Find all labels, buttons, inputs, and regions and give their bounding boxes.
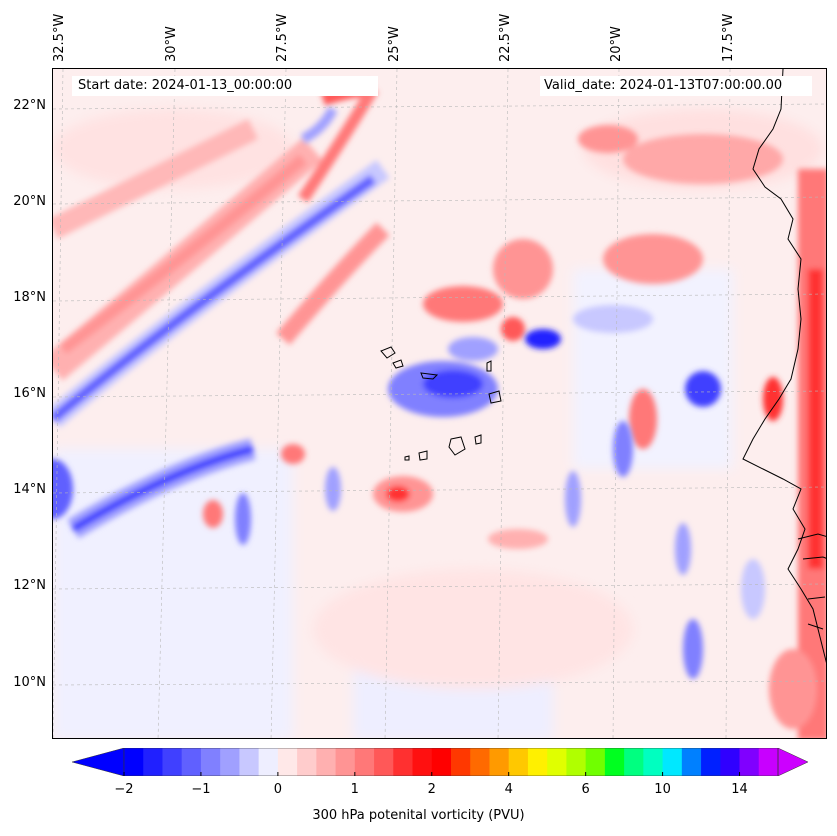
longitude-label: 27.5°W bbox=[275, 13, 290, 62]
colorbar-tick-label: 0 bbox=[273, 782, 283, 797]
latitude-label: 12°N bbox=[13, 578, 46, 593]
colorbar-tick-label: 14 bbox=[731, 782, 748, 797]
colorbar-segment bbox=[681, 748, 702, 776]
longitude-label: 30°W bbox=[164, 26, 179, 62]
longitude-label: 32.5°W bbox=[52, 13, 67, 62]
colorbar-segment bbox=[239, 748, 260, 776]
colorbar-segment bbox=[258, 748, 279, 776]
colorbar-segment bbox=[277, 748, 298, 776]
start-date-label: Start date: 2024-01-13_00:00:00 bbox=[72, 76, 378, 96]
colorbar-tick-label: 6 bbox=[581, 782, 590, 797]
latitude-label: 18°N bbox=[13, 290, 46, 305]
latitude-label: 20°N bbox=[13, 194, 46, 209]
colorbar-segment bbox=[508, 748, 529, 776]
colorbar-segment bbox=[143, 748, 163, 776]
colorbar-segment bbox=[585, 748, 606, 776]
colorbar-segment bbox=[604, 748, 625, 776]
valid-date-label: Valid_date: 2024-01-13T07:00:00.00 bbox=[540, 76, 812, 96]
colorbar-outline bbox=[123, 748, 779, 776]
colorbar-segment bbox=[739, 748, 760, 776]
longitude-label: 20°W bbox=[609, 26, 624, 62]
colorbar-segment bbox=[393, 748, 414, 776]
colorbar-segment bbox=[124, 748, 144, 776]
latitude-label: 14°N bbox=[13, 482, 46, 497]
graticule bbox=[53, 69, 826, 738]
colorbar-segment bbox=[643, 748, 664, 776]
map-plot-area bbox=[52, 68, 827, 739]
colorbar-segment bbox=[431, 748, 452, 776]
colorbar-tick-label: 4 bbox=[504, 782, 513, 797]
colorbar-segment bbox=[758, 748, 779, 776]
colorbar bbox=[72, 748, 808, 776]
colorbar-segment bbox=[470, 748, 490, 776]
latitude-label: 22°N bbox=[13, 98, 46, 113]
longitude-label: 17.5°W bbox=[721, 13, 736, 62]
cape-verde-islands bbox=[380, 346, 502, 461]
colorbar-segment bbox=[720, 748, 741, 776]
coastline bbox=[742, 69, 826, 664]
colorbar-segment bbox=[624, 748, 644, 776]
negative-pv-features bbox=[53, 106, 765, 679]
colorbar-tick-label: −1 bbox=[191, 782, 211, 797]
colorbar-segment bbox=[527, 748, 548, 776]
colorbar-label: 300 hPa potenital vorticity (PVU) bbox=[312, 808, 525, 823]
colorbar-segment bbox=[374, 748, 394, 776]
colorbar-segment bbox=[354, 748, 375, 776]
longitude-label: 22.5°W bbox=[498, 13, 513, 62]
colorbar-segment bbox=[489, 748, 510, 776]
latitude-label: 10°N bbox=[13, 675, 46, 690]
colorbar-segment bbox=[316, 748, 337, 776]
colorbar-segment bbox=[662, 748, 683, 776]
colorbar-segment bbox=[220, 748, 240, 776]
colorbar-segment bbox=[547, 748, 567, 776]
colorbar-extend-low bbox=[72, 748, 125, 776]
colorbar-tick-label: 10 bbox=[654, 782, 671, 797]
colorbar-segment bbox=[162, 748, 183, 776]
colorbar-extend-high bbox=[777, 748, 808, 776]
longitude-label: 25°W bbox=[387, 26, 402, 62]
latitude-label: 16°N bbox=[13, 386, 46, 401]
colorbar-segment bbox=[200, 748, 221, 776]
colorbar-segment bbox=[566, 748, 587, 776]
positive-pv-features bbox=[53, 82, 826, 738]
colorbar-tick-label: 1 bbox=[350, 782, 359, 797]
colorbar-segment bbox=[451, 748, 471, 776]
colorbar-segment bbox=[297, 748, 317, 776]
colorbar-tick-label: 2 bbox=[427, 782, 436, 797]
colorbar-segment bbox=[701, 748, 721, 776]
colorbar-segment bbox=[181, 748, 202, 776]
pv-field-map bbox=[53, 69, 826, 738]
colorbar-tick-label: −2 bbox=[114, 782, 134, 797]
colorbar-segment bbox=[335, 748, 356, 776]
colorbar-segment bbox=[412, 748, 433, 776]
